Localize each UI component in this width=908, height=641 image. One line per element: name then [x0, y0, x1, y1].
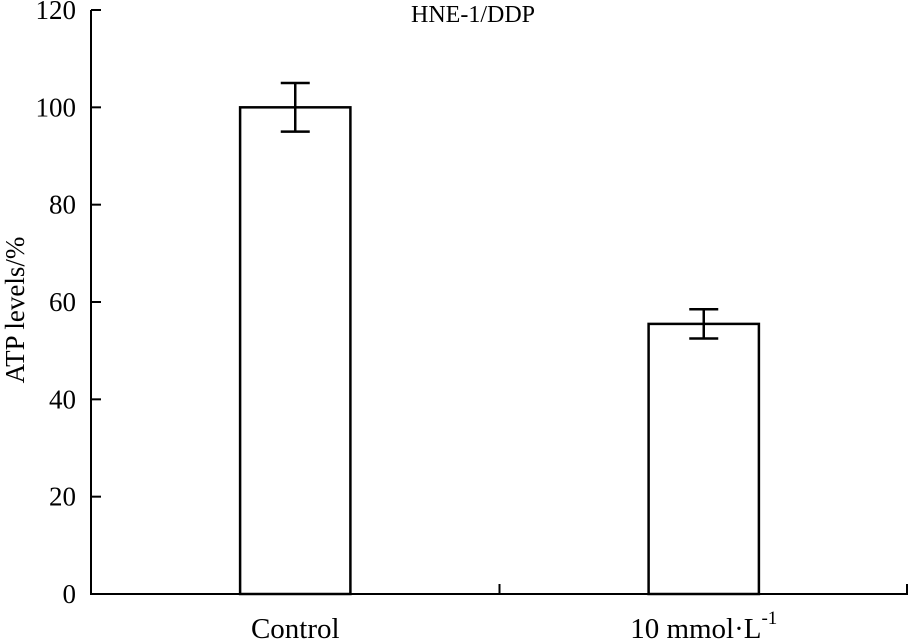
chart-title: HNE-1/DDP	[411, 2, 535, 28]
y-tick-label: 0	[63, 579, 77, 609]
y-tick-label: 120	[36, 0, 77, 25]
y-axis-label: ATP levels/%	[0, 237, 30, 384]
y-tick-label: 40	[49, 384, 76, 414]
bar	[647, 322, 761, 596]
y-tick-label: 100	[36, 92, 77, 122]
bar-series	[238, 81, 761, 596]
x-axis-ticks	[498, 584, 908, 594]
bar	[238, 106, 352, 596]
y-tick-label: 80	[49, 190, 76, 220]
x-category-label: 10 mmol·L-1	[630, 608, 777, 641]
y-tick-label: 20	[49, 482, 76, 512]
y-tick-label: 60	[49, 287, 76, 317]
x-category-label: Control	[251, 613, 340, 641]
x-axis-category-labels: Control 10 mmol·L-1	[251, 608, 777, 641]
y-axis-ticks: 0 20 40 60 80 100 120	[36, 0, 101, 609]
